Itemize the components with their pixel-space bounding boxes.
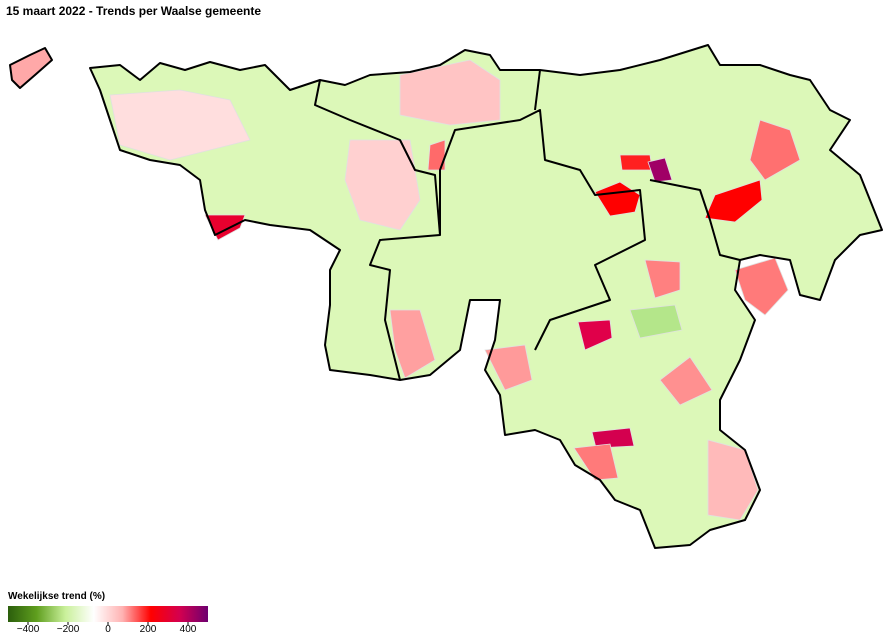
region <box>629 304 683 339</box>
region <box>734 257 789 316</box>
tick-label: 400 <box>180 624 197 635</box>
tick-label: 0 <box>105 624 111 635</box>
region <box>591 427 635 449</box>
region <box>389 309 436 379</box>
region <box>484 344 533 391</box>
region <box>399 59 501 126</box>
region <box>109 89 251 161</box>
region <box>577 319 613 351</box>
tick-label: −400 <box>17 624 40 635</box>
region <box>427 139 446 171</box>
border <box>314 79 441 381</box>
region <box>344 139 421 231</box>
region <box>707 439 759 521</box>
region <box>647 157 673 183</box>
region <box>704 179 763 223</box>
region <box>644 259 681 299</box>
border <box>9 47 53 89</box>
map <box>9 44 883 549</box>
colorbar <box>8 606 208 622</box>
region <box>573 443 619 481</box>
legend-title: Wekelijkse trend (%) <box>8 591 105 602</box>
title: 15 maart 2022 - Trends per Waalse gemeen… <box>6 4 261 18</box>
region <box>619 154 653 171</box>
tick-label: −200 <box>57 624 80 635</box>
tick-label: 200 <box>140 624 157 635</box>
region <box>749 119 801 181</box>
border <box>534 69 741 261</box>
border <box>439 109 646 351</box>
border <box>89 44 883 549</box>
region <box>659 356 713 406</box>
